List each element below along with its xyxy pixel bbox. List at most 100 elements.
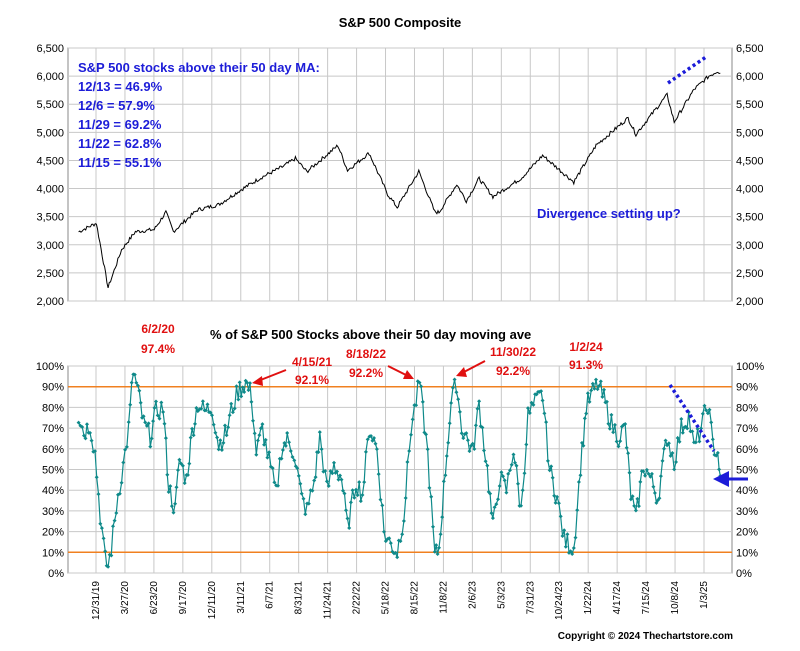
breadth-point (129, 380, 134, 385)
breadth-point (124, 444, 129, 449)
breadth-point (229, 401, 234, 406)
breadth-point (475, 406, 480, 411)
breadth-point (464, 431, 469, 436)
breadth-point (663, 438, 668, 443)
breadth-point (230, 410, 235, 415)
breadth-point (239, 394, 244, 399)
breadth-point (432, 549, 437, 554)
breadth-x-tick-label: 2/6/23 (467, 581, 478, 609)
breadth-point (553, 500, 558, 505)
breadth-point (330, 471, 335, 476)
breadth-point (200, 399, 205, 404)
breadth-point (582, 416, 587, 421)
breadth-point (373, 441, 378, 446)
breadth-point (431, 524, 435, 529)
breadth-point (80, 425, 85, 429)
sp500-left-tick-label: 3,000 (36, 240, 64, 252)
breadth-point (668, 453, 673, 458)
peak-arrowhead-2 (252, 376, 263, 386)
breadth-point (459, 431, 464, 436)
breadth-point (675, 436, 680, 440)
breadth-point (332, 460, 336, 465)
breadth-point (401, 519, 406, 523)
breadth-point (270, 466, 275, 471)
breadth-point (335, 469, 339, 474)
breadth-point (342, 491, 347, 496)
peak-label-date-2: 4/15/21 (292, 355, 332, 369)
breadth-point (499, 470, 504, 475)
breadth-point (255, 438, 260, 443)
breadth-point (429, 494, 434, 499)
peak-arrowhead-4 (456, 367, 467, 377)
sp500-right-tick-label: 6,500 (736, 43, 764, 55)
breadth-x-tick-label: 11/24/21 (323, 581, 334, 620)
peak-label-value-4: 92.2% (496, 364, 530, 378)
breadth-point (570, 552, 575, 556)
breadth-point (542, 411, 547, 416)
sp500-plot-area (67, 47, 733, 302)
breadth-point (700, 411, 705, 416)
breadth-point (112, 518, 117, 523)
breadth-point (263, 437, 268, 442)
breadth-point (378, 497, 383, 502)
breadth-x-tick-label: 11/8/22 (438, 581, 449, 614)
breadth-point (452, 377, 457, 382)
sp500-gridlines (68, 47, 732, 302)
breadth-x-tick-label: 5/18/22 (381, 581, 392, 615)
breadth-point (709, 420, 714, 425)
sp500-right-tick-label: 5,000 (736, 127, 764, 139)
breadth-point (109, 553, 114, 558)
breadth-point (526, 406, 530, 411)
breadth-point (123, 447, 128, 452)
breadth-point (680, 430, 685, 435)
breadth-point (482, 448, 486, 453)
breadth-point (425, 447, 430, 452)
breadth-point (338, 473, 342, 478)
breadth-point (527, 411, 532, 415)
breadth-point (578, 473, 583, 478)
breadth-point (562, 528, 567, 533)
sp500-right-tick-label: 3,000 (736, 240, 764, 252)
sp500-right-tick-label: 2,500 (736, 268, 764, 280)
breadth-point (400, 532, 405, 537)
breadth-point (224, 433, 229, 438)
peak-arrow-4 (461, 360, 486, 374)
breadth-point (558, 514, 563, 519)
breadth-point (310, 488, 315, 493)
breadth-point (595, 387, 600, 392)
breadth-point (114, 511, 119, 515)
breadth-point (424, 432, 428, 437)
breadth-point (513, 460, 517, 465)
breadth-point (571, 546, 576, 550)
breadth-point (609, 412, 614, 417)
breadth-left-tick-label: 0% (48, 568, 64, 580)
breadth-point (666, 441, 671, 446)
breadth-point (395, 555, 400, 560)
peak-label-date-1: 6/2/20 (141, 322, 175, 336)
peak-label-date-4: 11/30/22 (490, 345, 536, 359)
breadth-point (174, 485, 179, 490)
breadth-point (103, 549, 108, 554)
breadth-point (137, 388, 142, 393)
breadth-point (279, 456, 284, 461)
breadth-point (166, 490, 171, 494)
peak-arrow-2 (257, 369, 287, 382)
breadth-point (707, 407, 712, 412)
breadth-point (376, 472, 381, 477)
breadth-point (216, 447, 221, 452)
breadth-left-tick-label: 60% (42, 444, 64, 456)
breadth-point (185, 473, 190, 477)
breadth-point (581, 443, 586, 448)
breadth-point (204, 408, 208, 413)
breadth-x-axis: 12/31/19 3/27/20 6/23/20 9/17/20 12/11/20 3/1… (91, 581, 710, 620)
breadth-point (83, 436, 88, 441)
breadth-x-tick-label: 12/11/20 (207, 581, 218, 620)
breadth-point (151, 419, 156, 424)
breadth-point (257, 433, 262, 438)
breadth-point (638, 479, 643, 484)
breadth-point (652, 491, 657, 495)
breadth-point (313, 475, 318, 480)
breadth-point (227, 413, 232, 418)
breadth-point (522, 471, 527, 476)
breadth-point (223, 423, 227, 428)
